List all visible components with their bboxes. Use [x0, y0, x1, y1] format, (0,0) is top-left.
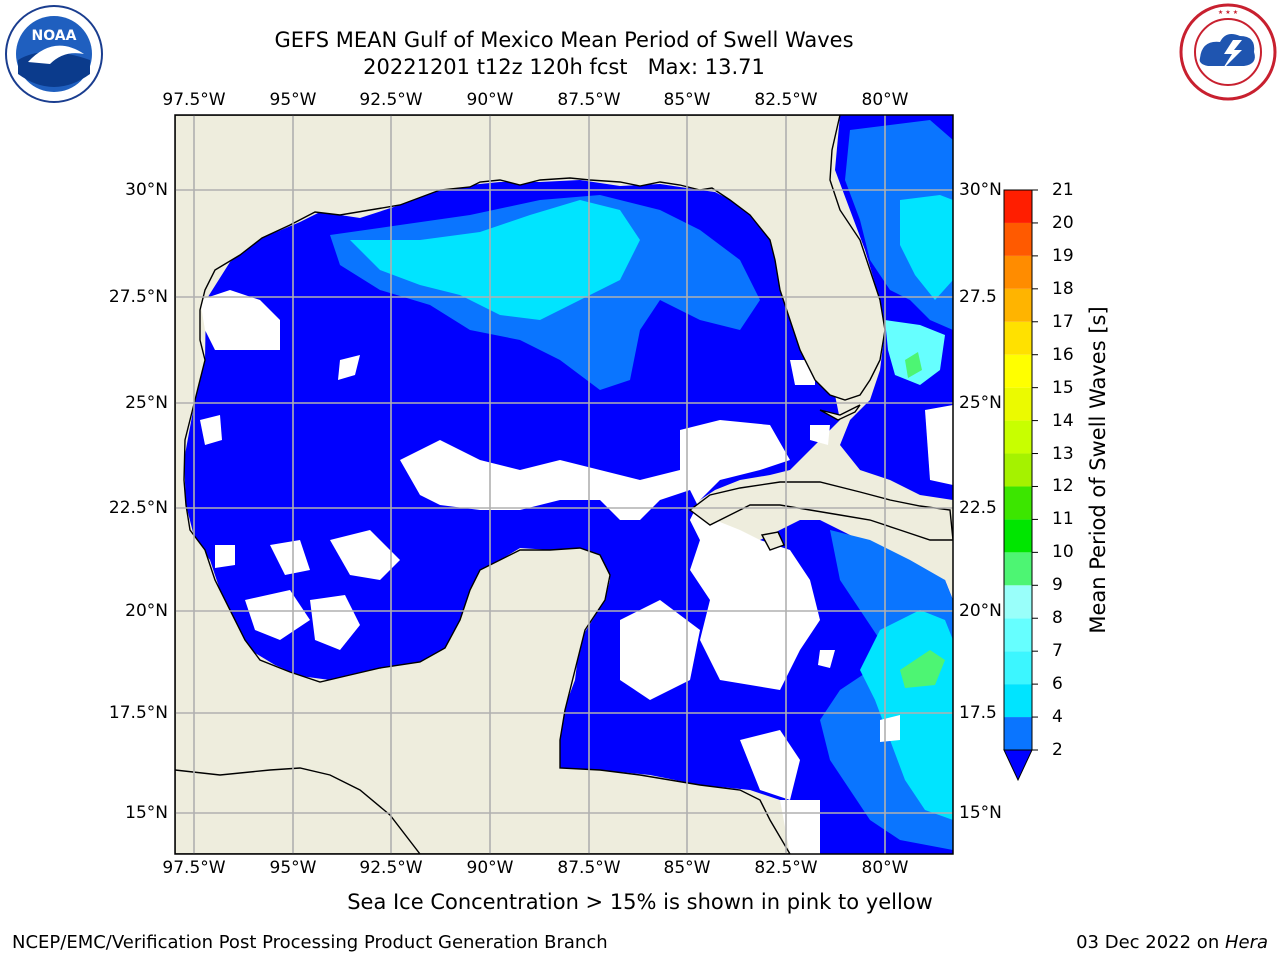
- colorbar-segment: [1004, 255, 1032, 289]
- lat-label-left: 22.5°N: [108, 498, 168, 518]
- svg-text:NOAA: NOAA: [32, 28, 77, 44]
- lat-label-left: 15°N: [125, 803, 168, 823]
- lon-label-bottom: 92.5°W: [359, 858, 423, 878]
- footer-host: Hera: [1224, 932, 1268, 953]
- lon-label-bottom: 82.5°W: [754, 858, 818, 878]
- colorbar: [1003, 189, 1038, 782]
- colorbar-segment: [1004, 717, 1032, 750]
- colorbar-tick-label: 4: [1052, 707, 1063, 728]
- colorbar-tick-label: 7: [1052, 641, 1063, 662]
- lat-label-left: 25°N: [125, 393, 168, 413]
- lon-label-top: 82.5°W: [754, 90, 818, 110]
- colorbar-frame: [1003, 189, 1033, 751]
- svg-text:★ ★ ★: ★ ★ ★: [1218, 9, 1238, 16]
- noaa-logo: NOAA: [4, 4, 104, 104]
- colorbar-segment: [1004, 651, 1032, 685]
- colorbar-under-arrow: [1003, 749, 1033, 782]
- lat-label-left: 27.5°N: [108, 287, 168, 307]
- colorbar-tick-label: 11: [1052, 509, 1074, 530]
- lon-label-bottom: 85°W: [663, 858, 711, 878]
- land-masses: [175, 115, 953, 854]
- colorbar-tick-label: 15: [1052, 377, 1074, 398]
- colorbar-tick-label: 20: [1052, 212, 1074, 233]
- colorbar-segment: [1004, 420, 1032, 454]
- map-frame: [174, 114, 954, 855]
- chart-subtitle: 20221201 t12z 120h fcst Max: 13.71: [363, 55, 765, 79]
- colorbar-segment: [1004, 354, 1032, 388]
- colorbar-tick-label: 16: [1052, 344, 1074, 365]
- colorbar-segment: [1004, 519, 1032, 553]
- green-spot-carib: [900, 650, 945, 688]
- colorbar-tick-label: 18: [1052, 278, 1074, 299]
- footer-date-text: 03 Dec 2022 on: [1076, 932, 1225, 953]
- nws-logo: ★ ★ ★: [1178, 2, 1278, 102]
- lon-label-bottom: 90°W: [466, 858, 514, 878]
- colorbar-segment: [1004, 222, 1032, 256]
- lat-label-left: 20°N: [125, 601, 168, 621]
- colorbar-segment: [1004, 618, 1032, 652]
- lon-label-bottom: 97.5°W: [162, 858, 226, 878]
- cyan-band: [350, 200, 640, 320]
- colorbar-tick-label: 6: [1052, 674, 1063, 695]
- lon-label-top: 87.5°W: [557, 90, 621, 110]
- colorbar-segment: [1004, 585, 1032, 619]
- colorbar-tick-label: 12: [1052, 476, 1074, 497]
- colorbar-tick-label: 13: [1052, 443, 1074, 464]
- colorbar-segment: [1004, 288, 1032, 322]
- colorbar-segment: [1004, 387, 1032, 421]
- green-spot-bahamas: [905, 352, 922, 378]
- colorbar-segment: [1004, 321, 1032, 355]
- cyan-band-atl: [900, 195, 953, 300]
- colorbar-tick-label: 17: [1052, 311, 1074, 332]
- lon-label-top: 95°W: [269, 90, 317, 110]
- cyan-band-bahamas: [885, 320, 945, 385]
- colorbar-tick-label: 21: [1052, 180, 1074, 200]
- lon-label-bottom: 95°W: [269, 858, 317, 878]
- colorbar-segment: [1004, 486, 1032, 520]
- footer-date: 03 Dec 2022 on Hera: [1076, 932, 1268, 953]
- lon-label-top: 92.5°W: [359, 90, 423, 110]
- gridlines: [175, 115, 953, 854]
- lat-label-right: 30°N: [959, 180, 1002, 200]
- lat-label-left: 17.5°N: [108, 703, 168, 723]
- lon-label-bottom: 87.5°W: [557, 858, 621, 878]
- colorbar-segment: [1004, 190, 1032, 223]
- lon-label-top: 90°W: [466, 90, 514, 110]
- lat-label-right: 22.5: [959, 498, 997, 518]
- colorbar-tick-label: 10: [1052, 542, 1074, 563]
- lon-label-bottom: 80°W: [861, 858, 909, 878]
- colorbar-tick-label: 14: [1052, 410, 1074, 431]
- no-data-areas: [200, 290, 953, 854]
- colorbar-segment: [1004, 552, 1032, 586]
- lat-label-right: 15°N: [959, 803, 1002, 823]
- lon-label-top: 97.5°W: [162, 90, 226, 110]
- colorbar-segment: [1004, 684, 1032, 718]
- pacific-coast: [175, 767, 421, 854]
- colorbar-tick-label: 19: [1052, 245, 1074, 266]
- lat-label-right: 27.5: [959, 287, 997, 307]
- colorbar-tick-label: 8: [1052, 608, 1063, 629]
- lon-label-top: 85°W: [663, 90, 711, 110]
- chart-title: GEFS MEAN Gulf of Mexico Mean Period of …: [274, 28, 854, 52]
- footer-credit: NCEP/EMC/Verification Post Processing Pr…: [12, 932, 608, 953]
- lon-label-top: 80°W: [861, 90, 909, 110]
- lat-label-left: 30°N: [125, 180, 168, 200]
- colorbar-segment: [1004, 453, 1032, 487]
- colorbar-tick-label: 2: [1052, 740, 1063, 760]
- colorbar-title: Mean Period of Swell Waves [s]: [1086, 306, 1110, 634]
- lat-label-right: 20°N: [959, 601, 1002, 621]
- sea-ice-note: Sea Ice Concentration > 15% is shown in …: [347, 890, 933, 914]
- map-plot: [174, 114, 954, 855]
- lat-label-right: 17.5: [959, 703, 997, 723]
- lat-label-right: 25°N: [959, 393, 1002, 413]
- colorbar-tick-label: 9: [1052, 575, 1063, 596]
